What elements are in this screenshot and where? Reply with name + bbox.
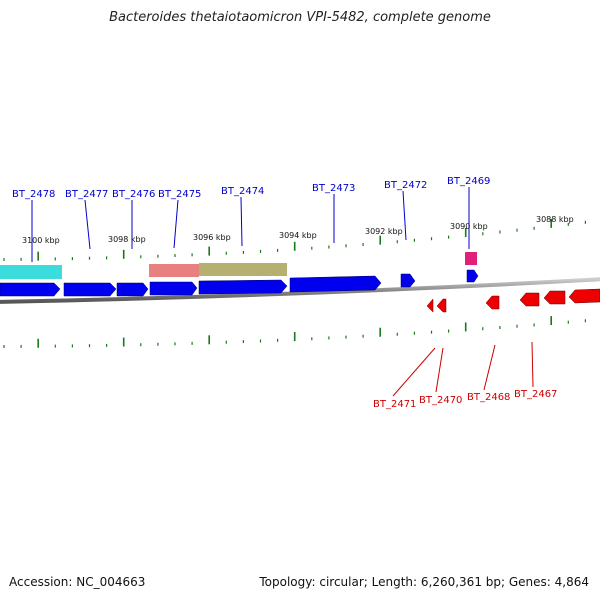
gene-arrow-reverse[interactable] [485, 295, 500, 310]
leader-line [531, 341, 534, 388]
feature-bar-salmon[interactable] [149, 264, 199, 277]
position-label-3098: 3098 kbp [108, 235, 146, 244]
position-label-3090: 3090 kbp [450, 222, 488, 231]
feature-bar-cyan[interactable] [0, 265, 62, 279]
gene-arrow-forward[interactable] [149, 281, 198, 296]
gene-label-bt2470[interactable]: BT_2470 [419, 395, 462, 406]
gene-label-bt2475[interactable]: BT_2475 [158, 189, 201, 200]
feature-bar-olive[interactable] [199, 263, 287, 276]
leader-line [483, 344, 496, 391]
gene-label-bt2476[interactable]: BT_2476 [112, 189, 155, 200]
accession-text: Accession: NC_004663 [9, 575, 146, 589]
topology-text: Topology: circular; Length: 6,260,361 bp… [259, 575, 589, 589]
leader-line [435, 347, 444, 393]
gene-label-bt2477[interactable]: BT_2477 [65, 189, 108, 200]
position-label-3088: 3088 kbp [536, 215, 574, 224]
gene-label-bt2473[interactable]: BT_2473 [312, 183, 355, 194]
gene-arrow-forward[interactable] [466, 269, 479, 283]
gene-leader-lines [31, 187, 534, 397]
gene-arrow-reverse[interactable] [543, 290, 566, 305]
gene-arrow-reverse[interactable] [568, 288, 600, 304]
map-title: Bacteroides thetaiotaomicron VPI-5482, c… [109, 10, 491, 25]
gene-arrow-reverse[interactable] [519, 292, 540, 307]
genome-backbone [0, 277, 600, 304]
gene-arrow-forward[interactable] [198, 279, 288, 295]
leader-line [173, 199, 179, 249]
leader-line [240, 196, 243, 247]
leader-line [392, 347, 436, 397]
gene-label-bt2468[interactable]: BT_2468 [467, 392, 510, 403]
gene-label-bt2467[interactable]: BT_2467 [514, 389, 557, 400]
gene-arrow-reverse[interactable] [436, 298, 447, 313]
leader-line [402, 190, 407, 241]
feature-bar-pink[interactable] [465, 252, 477, 265]
gene-label-bt2469[interactable]: BT_2469 [447, 176, 490, 187]
gene-arrow-forward[interactable] [289, 275, 382, 293]
top-tick-row [3, 218, 587, 261]
bottom-tick-row [3, 316, 587, 348]
gene-arrow-reverse[interactable] [426, 298, 434, 313]
gene-label-bt2471[interactable]: BT_2471 [373, 399, 416, 410]
position-label-3096: 3096 kbp [193, 233, 231, 242]
position-label-3094: 3094 kbp [279, 231, 317, 240]
position-label-3092: 3092 kbp [365, 227, 403, 236]
gene-label-bt2474[interactable]: BT_2474 [221, 186, 264, 197]
gene-arrow-forward[interactable] [400, 273, 416, 288]
position-label-3100: 3100 kbp [22, 236, 60, 245]
gene-label-bt2478[interactable]: BT_2478 [12, 189, 55, 200]
gene-arrow-forward[interactable] [0, 282, 61, 297]
gene-arrow-forward[interactable] [63, 282, 117, 297]
gene-arrow-forward[interactable] [116, 282, 149, 297]
gene-label-bt2472[interactable]: BT_2472 [384, 180, 427, 191]
leader-line [84, 199, 91, 250]
